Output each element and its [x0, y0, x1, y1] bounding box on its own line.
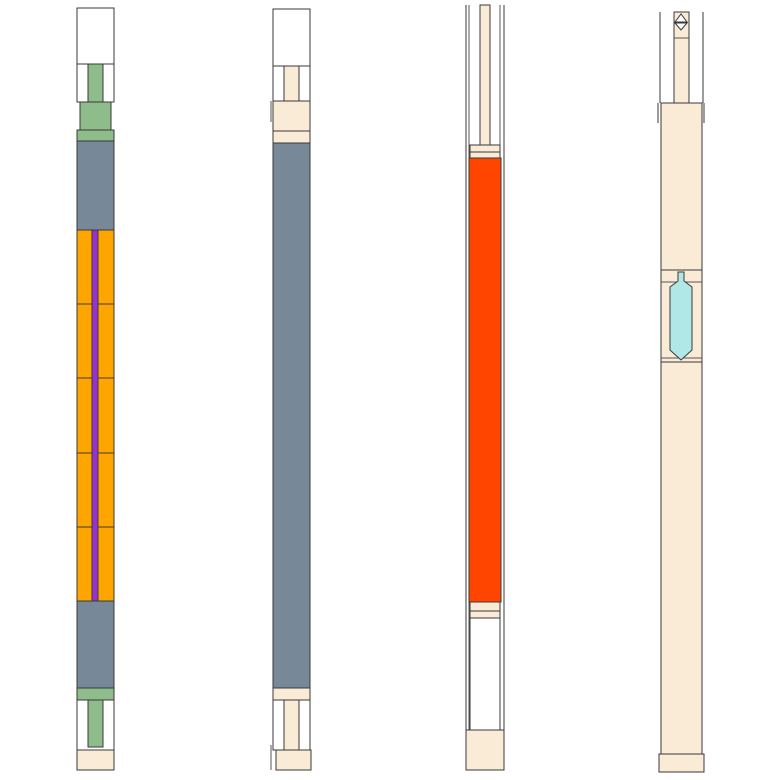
upper-structure — [660, 102, 703, 271]
lower-spacer-lower — [469, 610, 501, 619]
heater-assembly — [465, 4, 505, 771]
upper-green-stem — [87, 63, 104, 103]
lower-green-collar — [76, 687, 115, 701]
base — [465, 729, 505, 771]
moderator-column — [272, 142, 311, 689]
empty-plenum — [469, 617, 501, 731]
bottom-end-cap — [76, 749, 115, 771]
heater-element — [468, 157, 502, 603]
upper-linen-plug — [272, 100, 311, 132]
upper-green-collar — [76, 129, 115, 142]
fuel-assembly — [76, 7, 115, 771]
top-fitting-arrow-up — [674, 13, 688, 23]
lower-moderator-block — [76, 600, 115, 689]
capsule-body — [669, 271, 693, 361]
lower-spacer — [469, 601, 501, 612]
bottom-end-cap — [275, 749, 312, 771]
lower-linen-collar — [272, 687, 311, 701]
upper-spacer — [469, 144, 501, 153]
guide-tube — [479, 4, 491, 146]
upper-spacer-lower — [469, 151, 501, 159]
lower-green-stem — [87, 699, 104, 748]
moderator-assembly — [270, 8, 312, 771]
top-fitting-arrow-down — [673, 22, 689, 31]
upper-green-plug — [79, 101, 112, 131]
top-end-cap — [76, 7, 115, 65]
lower-linen-stem — [283, 699, 300, 751]
top-end-cap — [272, 8, 311, 67]
upper-linen-collar — [272, 130, 311, 144]
central-purple-rod — [91, 229, 99, 602]
upper-moderator-block — [76, 140, 115, 231]
capsule-assembly — [657, 11, 705, 773]
lower-structure — [660, 361, 703, 755]
base — [658, 753, 705, 773]
upper-linen-stem — [283, 65, 300, 102]
